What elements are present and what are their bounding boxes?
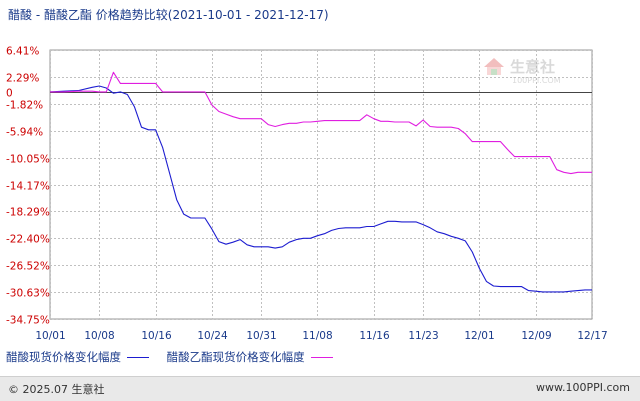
y-tick-label: 6.41%	[6, 46, 39, 58]
series-layer	[49, 71, 592, 293]
y-tick-label: -10.05%	[6, 154, 50, 166]
x-tick-label: 10/08	[84, 330, 114, 342]
legend-label-series-1: 醋酸现货价格变化幅度	[6, 350, 121, 364]
footer-site-link[interactable]: www.100PPI.com	[536, 381, 630, 394]
watermark-url: 100PPI.COM	[512, 76, 561, 85]
y-tick-label: -5.94%	[6, 127, 43, 139]
legend-item-series-1[interactable]: 醋酸现货价格变化幅度	[6, 349, 149, 365]
y-tick-label: -1.82%	[6, 100, 43, 112]
y-tick-label: 0	[6, 88, 13, 100]
x-tick-label: 10/31	[246, 330, 276, 342]
y-tick-label: 2.29%	[6, 73, 39, 85]
y-tick-label: -14.17%	[6, 181, 50, 193]
y-tick-label: -22.40%	[6, 234, 50, 246]
x-tick-label: 10/16	[141, 330, 172, 342]
legend-swatch-series-2	[310, 357, 333, 358]
series-line-1	[49, 85, 592, 293]
y-tick-label: -30.63%	[6, 288, 50, 300]
legend-swatch-series-1	[127, 357, 149, 358]
x-tick-label: 12/09	[521, 330, 551, 342]
x-tick-labels: 10/01 10/08 10/16 10/24 10/31 11/08 11/16 11/23…	[35, 330, 607, 342]
x-tick-label: 10/24	[197, 330, 228, 342]
y-tick-label: -34.75%	[6, 315, 50, 327]
grid-layer	[49, 49, 593, 320]
x-tick-label: 11/16	[359, 330, 390, 342]
legend: 醋酸现货价格变化幅度 醋酸乙酯现货价格变化幅度	[6, 349, 347, 365]
x-tick-label: 11/23	[408, 330, 438, 342]
x-tick-label: 11/08	[302, 330, 332, 342]
watermark-logo: 生意社 100PPI.COM	[484, 58, 561, 85]
y-tick-labels: 6.41% 2.29% 0-1.82% -5.94% -10.05% -14.17% -18…	[6, 46, 50, 327]
footer-bar: © 2025.07 生意社 www.100PPI.com	[0, 376, 640, 401]
legend-item-series-2[interactable]: 醋酸乙酯现货价格变化幅度	[167, 349, 333, 365]
x-tick-label: 12/17	[577, 330, 607, 342]
chart-title: 醋酸 - 醋酸乙酯 价格趋势比较(2021-10-01 - 2021-12-17…	[8, 6, 329, 23]
x-tick-label: 10/01	[35, 330, 65, 342]
y-tick-label: -18.29%	[6, 207, 50, 219]
x-tick-label: 12/01	[464, 330, 494, 342]
footer-copyright: © 2025.07 生意社	[8, 383, 105, 396]
y-tick-label: -26.52%	[6, 261, 50, 273]
house-logo-icon	[484, 58, 504, 75]
chart-title-date-range: (2021-10-01 - 2021-12-17)	[167, 8, 329, 22]
legend-label-series-2: 醋酸乙酯现货价格变化幅度	[166, 350, 305, 364]
watermark-brand: 生意社	[510, 58, 555, 76]
plot-frame	[49, 49, 593, 320]
chart-title-name: 醋酸 - 醋酸乙酯 价格趋势比较	[8, 8, 168, 22]
chart-svg: 生意社 100PPI.COM 6.41% 2.29% 0-1.82% -5.94% -1…	[6, 46, 608, 343]
series-line-2	[50, 71, 592, 175]
